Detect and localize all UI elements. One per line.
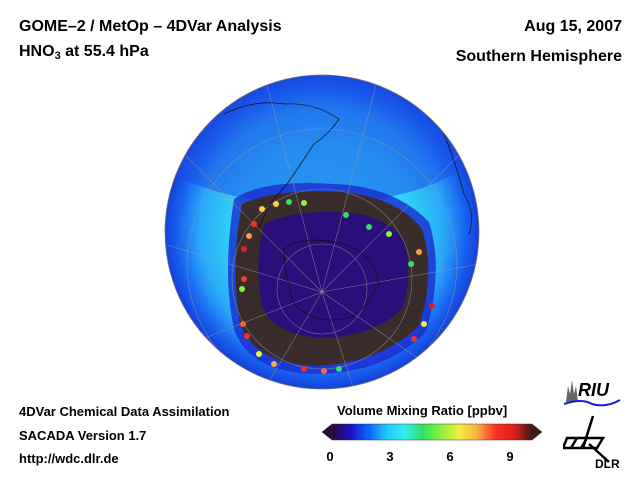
river-wave-icon [563, 399, 621, 407]
colorbar-tick-6: 6 [446, 449, 454, 464]
map-title: GOME–2 / MetOp – 4DVar Analysis [19, 18, 282, 35]
footer-link[interactable]: http://wdc.dlr.de [19, 451, 119, 466]
colorbar [322, 423, 542, 441]
date-label: Aug 15, 2007 [524, 18, 622, 35]
coastlines [223, 102, 472, 321]
colorbar-title: Volume Mixing Ratio [ppbv] [337, 403, 508, 418]
collar-high-values [239, 199, 435, 374]
colorbar-tick-9: 9 [506, 449, 514, 464]
footer-line-2: SACADA Version 1.7 [19, 428, 147, 443]
riu-logo: RIU [563, 380, 621, 407]
footer-line-1: 4DVar Chemical Data Assimilation [19, 404, 230, 419]
colorbar-tick-3: 3 [386, 449, 394, 464]
colorbar-tick-0: 0 [326, 449, 334, 464]
south-pole-marker [320, 290, 324, 294]
map-subtitle: HNO3 at 55.4 hPa [19, 43, 149, 62]
globe-outline [164, 74, 480, 390]
globe-map [164, 74, 480, 390]
species-label: HNO [19, 43, 55, 60]
colorbar-gradient [331, 423, 533, 441]
vortex-core [258, 211, 409, 338]
dlr-text: DLR [595, 457, 620, 470]
colorbar-max-arrow [531, 423, 542, 441]
species-subscript: 3 [54, 50, 61, 62]
colorbar-min-arrow [322, 423, 333, 441]
level-label: at 55.4 hPa [60, 43, 149, 60]
cathedral-icon [566, 380, 578, 402]
riu-text: RIU [578, 380, 610, 400]
dlr-logo: DLR [563, 415, 620, 470]
dlr-emblem-icon [563, 415, 610, 463]
region-label: Southern Hemisphere [455, 48, 622, 65]
